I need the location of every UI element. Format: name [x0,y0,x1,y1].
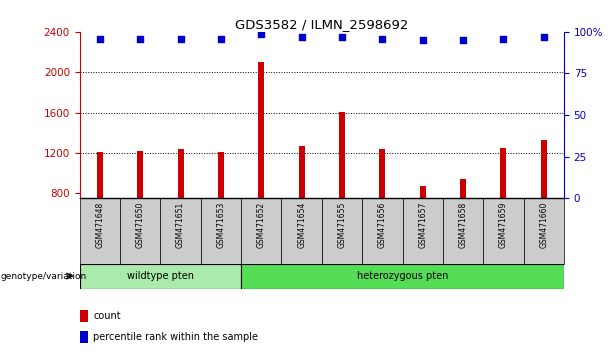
Text: GSM471655: GSM471655 [338,201,346,248]
Bar [97,152,103,198]
Text: wildtype pten: wildtype pten [127,271,194,281]
Point [176,36,186,41]
Bar [161,198,201,264]
Bar [80,331,88,343]
Text: percentile rank within the sample: percentile rank within the sample [93,332,258,342]
Bar [80,264,241,289]
Bar [137,152,143,198]
Text: GSM471652: GSM471652 [257,201,266,248]
Bar [299,146,305,198]
Title: GDS3582 / ILMN_2598692: GDS3582 / ILMN_2598692 [235,18,408,31]
Text: heterozygous pten: heterozygous pten [357,271,448,281]
Bar [80,198,120,264]
Bar [241,264,564,289]
Text: GSM471659: GSM471659 [499,201,508,248]
Bar [524,198,564,264]
Text: GSM471654: GSM471654 [297,201,306,248]
Text: count: count [93,311,121,321]
Point [256,31,266,36]
Bar [241,198,281,264]
Text: GSM471653: GSM471653 [216,201,226,248]
Text: genotype/variation: genotype/variation [1,272,87,281]
Bar [500,148,506,198]
Point [498,36,508,41]
Text: GSM471657: GSM471657 [418,201,427,248]
Point [539,34,549,40]
Point [458,38,468,43]
Point [216,36,226,41]
Bar [322,198,362,264]
Bar [460,179,466,198]
Point [337,34,347,40]
Point [418,38,428,43]
Bar [362,198,403,264]
Bar [120,198,161,264]
Text: GSM471648: GSM471648 [96,201,104,248]
Text: GSM471656: GSM471656 [378,201,387,248]
Bar [258,62,264,198]
Bar [403,198,443,264]
Bar [379,149,386,198]
Point [378,36,387,41]
Text: GSM471650: GSM471650 [135,201,145,248]
Bar [281,198,322,264]
Point [135,36,145,41]
Point [297,34,306,40]
Text: GSM471660: GSM471660 [539,201,548,248]
Point [95,36,105,41]
Bar [201,198,241,264]
Bar [420,186,426,198]
Bar [443,198,483,264]
Bar [541,140,547,198]
Bar [80,310,88,322]
Text: GSM471658: GSM471658 [459,201,468,248]
Bar [178,149,184,198]
Text: GSM471651: GSM471651 [176,201,185,248]
Bar [218,152,224,198]
Bar [483,198,524,264]
Bar [339,112,345,198]
